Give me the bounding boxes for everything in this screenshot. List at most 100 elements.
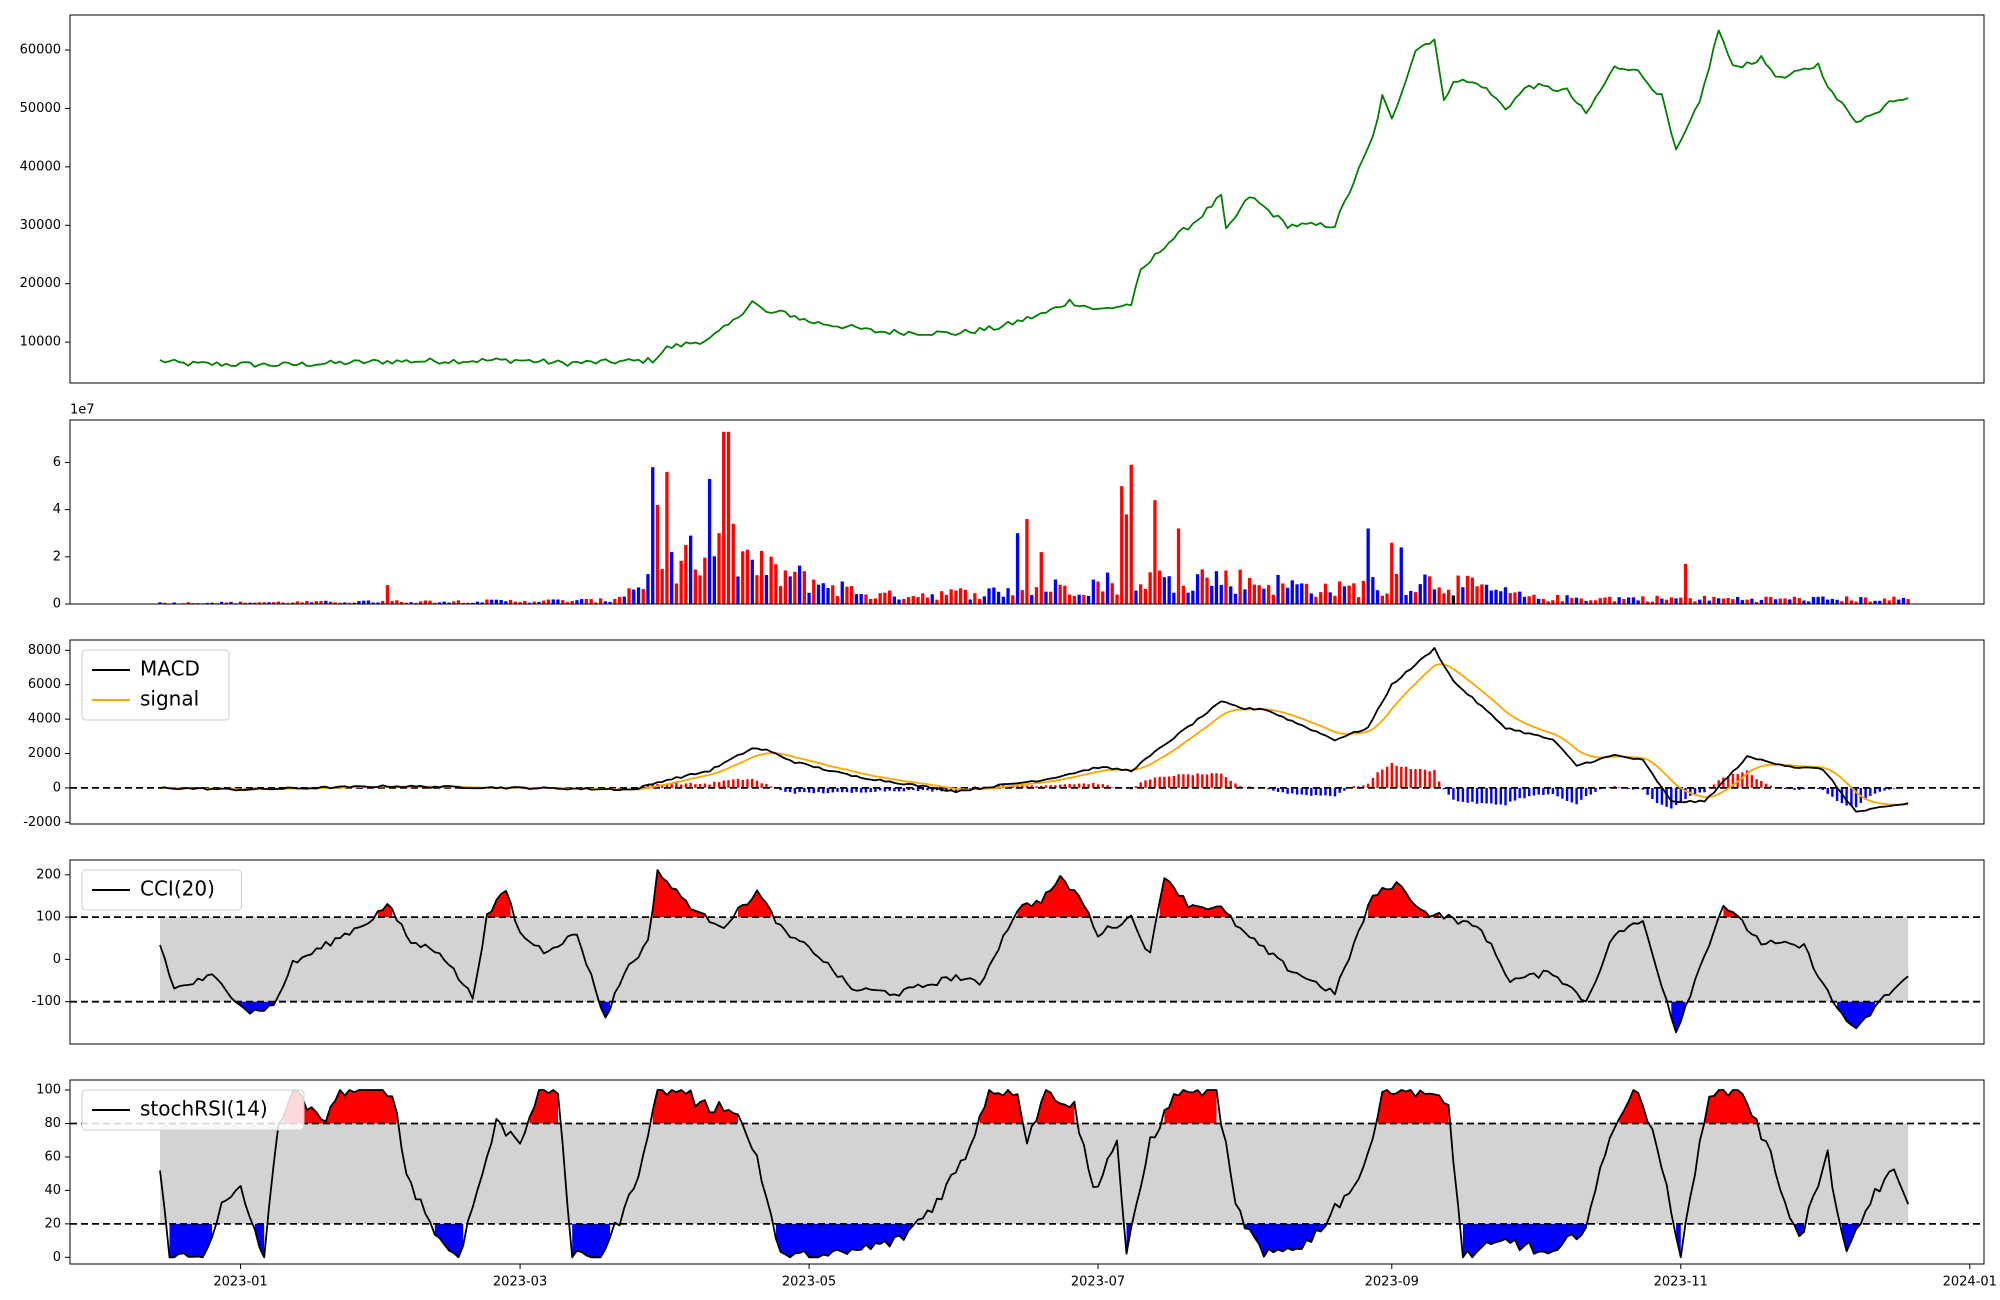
- histogram-bar: [1878, 787, 1881, 792]
- volume-bar: [1669, 597, 1673, 604]
- volume-bar: [494, 599, 498, 604]
- volume-bar: [319, 601, 323, 604]
- volume-bar: [352, 602, 356, 604]
- y-tick-label: 80: [44, 1116, 61, 1131]
- histogram-bar: [722, 780, 725, 788]
- volume-bar: [1465, 575, 1470, 604]
- volume-bar: [1835, 599, 1839, 604]
- volume-bar: [1238, 569, 1242, 604]
- volume-bar: [1285, 587, 1290, 604]
- volume-bar: [831, 585, 835, 604]
- volume-bar: [570, 601, 574, 604]
- volume-bar: [883, 592, 887, 604]
- volume-bar: [769, 556, 773, 604]
- histogram-bar: [684, 783, 688, 788]
- volume-bar: [1352, 583, 1356, 604]
- volume-bar: [575, 600, 579, 604]
- volume-bar: [395, 600, 399, 604]
- volume-bar: [674, 583, 679, 604]
- histogram-bar: [1286, 787, 1289, 794]
- volume-bar: [1740, 600, 1744, 604]
- volume-bar: [418, 601, 423, 604]
- histogram-bar: [1452, 787, 1455, 800]
- histogram-bar: [670, 784, 673, 788]
- volume-bar: [684, 545, 688, 604]
- volume-bar: [788, 576, 792, 604]
- volume-bar: [1323, 583, 1328, 604]
- histogram-bar: [1096, 784, 1100, 788]
- y-tick-label: 6: [53, 455, 61, 470]
- price-line: [159, 29, 1909, 368]
- histogram-bar: [812, 787, 815, 794]
- volume-bar: [698, 575, 702, 604]
- volume-bar: [679, 560, 683, 604]
- legend-label: signal: [140, 687, 199, 711]
- histogram-bar: [798, 787, 801, 792]
- histogram-bar: [1608, 787, 1611, 788]
- volume-bar: [797, 565, 802, 604]
- volume-bar: [1622, 599, 1626, 604]
- panel-frame: [69, 859, 1985, 1045]
- volume-bar: [1214, 571, 1219, 604]
- stochrsi-panel: 0 20 40 60 80 100 stochRSI(14): [36, 1079, 1985, 1265]
- histogram-bar: [1556, 787, 1559, 797]
- volume-bar: [807, 592, 811, 604]
- volume-bar: [253, 602, 257, 604]
- histogram-bar: [1433, 770, 1436, 788]
- volume-bar: [1461, 587, 1465, 604]
- histogram-bar: [1798, 787, 1801, 790]
- histogram-bar: [912, 787, 915, 790]
- panel-frame: [69, 419, 1985, 605]
- volume-bar: [1091, 579, 1095, 604]
- volume-bar: [172, 602, 176, 604]
- histogram-bar: [1646, 787, 1649, 795]
- histogram-bar: [760, 783, 763, 788]
- histogram-bar: [1016, 785, 1019, 788]
- histogram-bar: [1182, 774, 1185, 788]
- histogram-bar: [751, 778, 754, 788]
- histogram-bar: [1310, 787, 1313, 796]
- histogram-bar: [1276, 787, 1280, 792]
- histogram-bar: [1049, 785, 1052, 788]
- volume-bar: [1698, 599, 1702, 604]
- volume-bar: [1020, 590, 1024, 604]
- volume-bar: [925, 597, 930, 604]
- volume-bar: [826, 588, 830, 604]
- volume-bar: [812, 579, 816, 604]
- volume-bar: [707, 479, 712, 604]
- volume-bar: [1859, 597, 1863, 604]
- histogram-bar: [1295, 787, 1299, 795]
- volume-bar: [712, 556, 716, 604]
- volume-bar: [693, 569, 697, 604]
- histogram-bar: [765, 783, 768, 788]
- volume-bar: [731, 523, 735, 604]
- histogram-bar: [694, 784, 697, 788]
- overbought-fill: [1164, 1090, 1217, 1124]
- histogram-bar: [1580, 787, 1583, 800]
- histogram-bar: [1542, 787, 1545, 795]
- histogram-bar: [1267, 787, 1270, 790]
- volume-bar: [1826, 599, 1830, 604]
- volume-bar: [1541, 598, 1545, 604]
- x-tick-label: 2023-09: [1365, 1275, 1419, 1290]
- volume-bar: [1233, 593, 1238, 604]
- y-tick-label: 0: [53, 597, 61, 612]
- volume-bar: [1745, 599, 1749, 604]
- histogram-bar: [1021, 785, 1024, 788]
- volume-bar: [726, 431, 731, 604]
- histogram-bar: [1371, 777, 1375, 788]
- histogram-bar: [817, 787, 820, 793]
- histogram-bar: [665, 783, 669, 788]
- volume-bar: [1608, 596, 1612, 604]
- histogram-bar: [732, 779, 735, 788]
- histogram-bar: [1513, 787, 1517, 801]
- volume-bar: [963, 589, 968, 604]
- volume-bar: [414, 602, 418, 604]
- volume-bar: [333, 602, 337, 604]
- volume-bar: [636, 587, 641, 604]
- histogram-bar: [1191, 775, 1194, 788]
- volume-bar: [1489, 590, 1493, 604]
- volume-bar: [229, 601, 233, 604]
- histogram-bar: [793, 787, 797, 794]
- volume-bar: [1868, 601, 1872, 604]
